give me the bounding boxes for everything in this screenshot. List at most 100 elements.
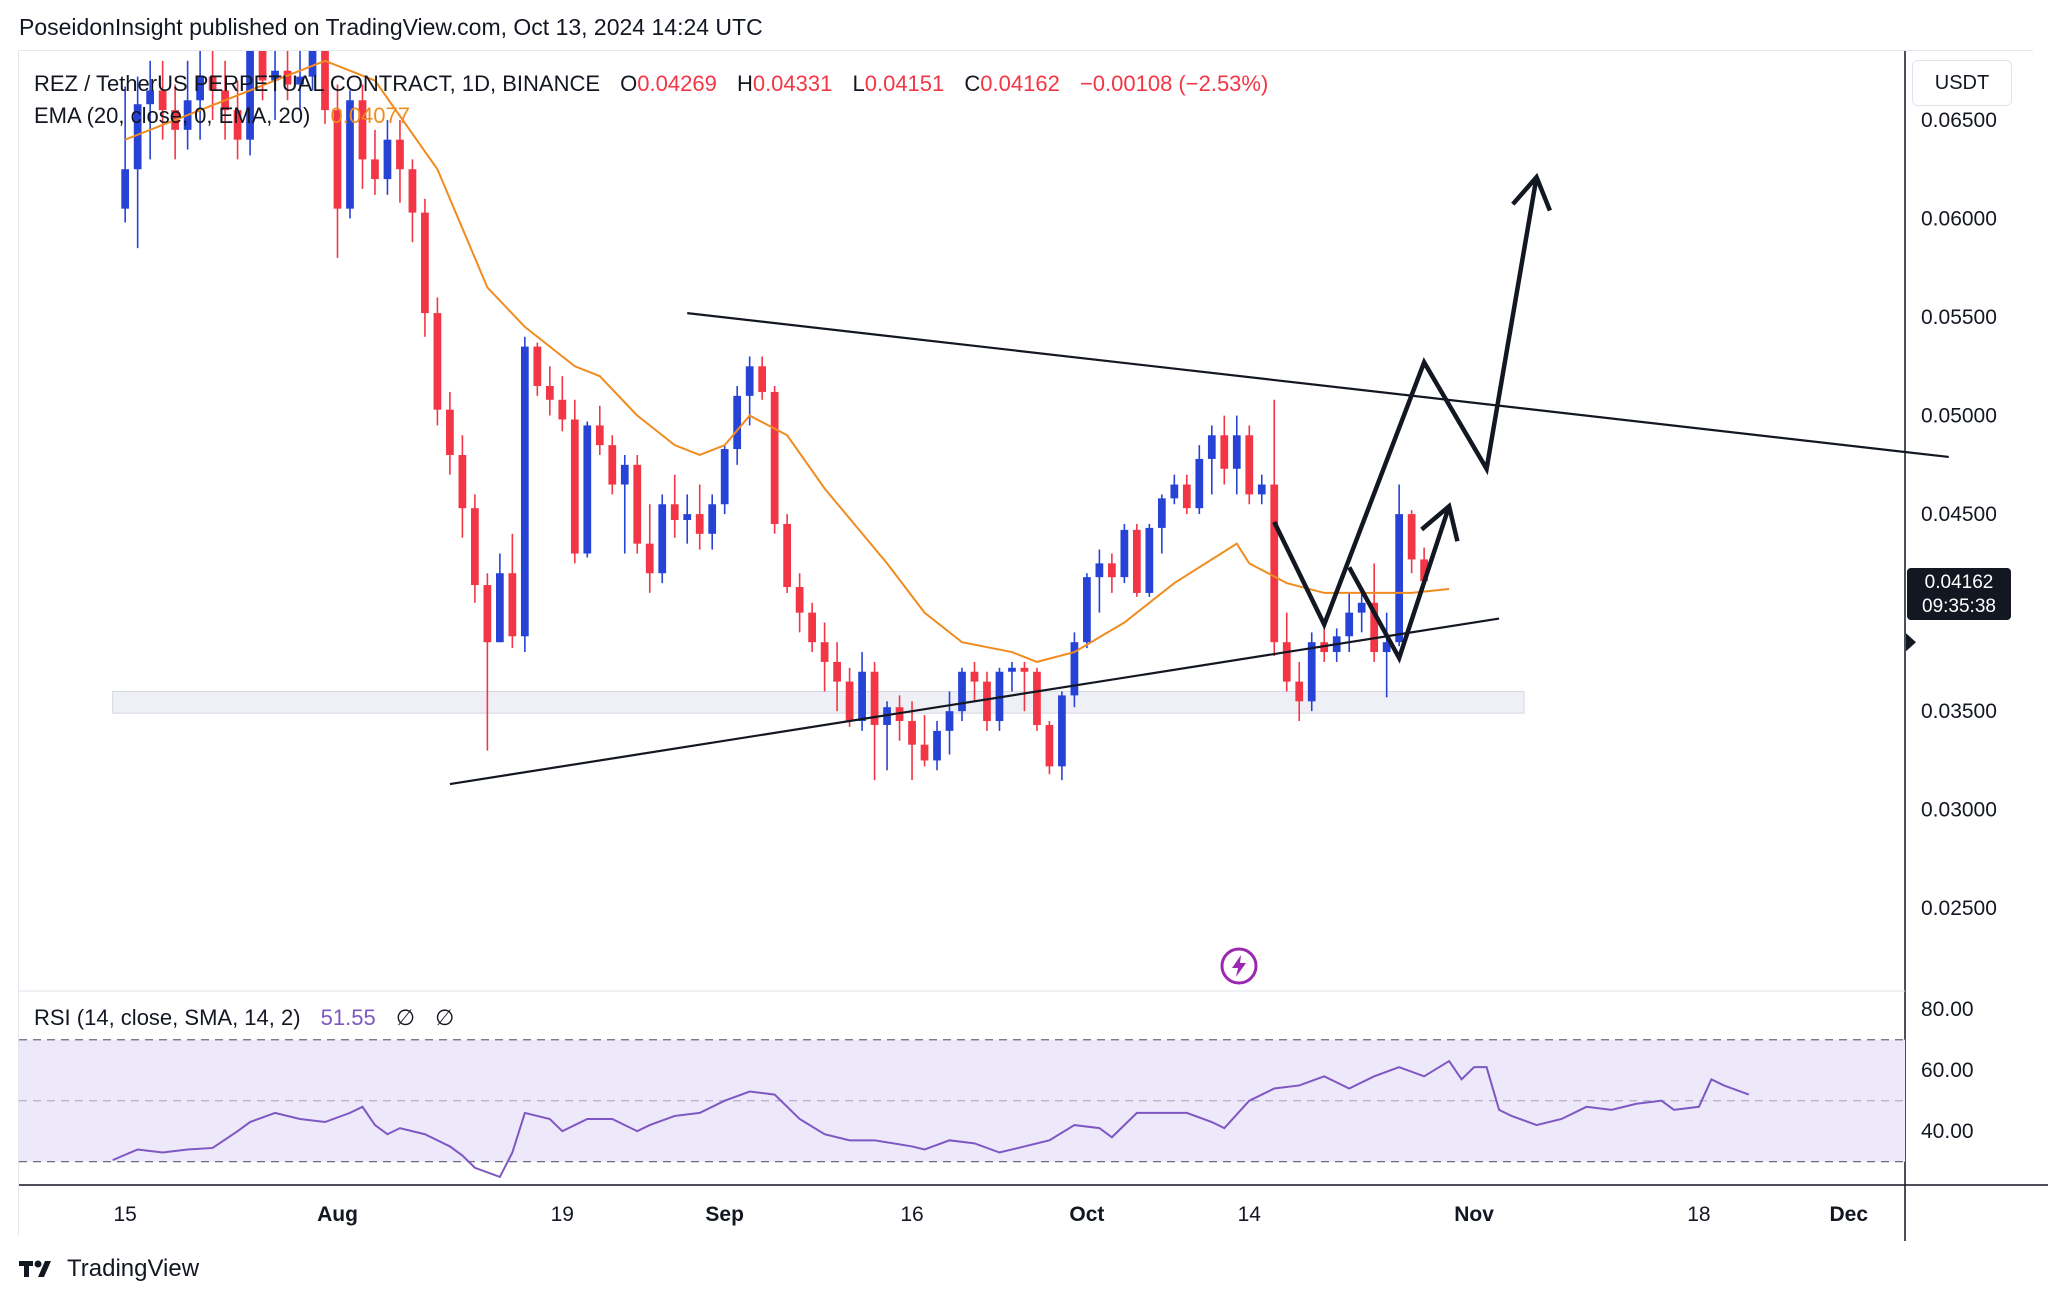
price-tick-label: 0.04500 bbox=[1921, 503, 1997, 526]
candle-body bbox=[1407, 514, 1416, 560]
close-label: C bbox=[964, 71, 981, 96]
candle-body bbox=[1182, 484, 1191, 509]
candle-body bbox=[608, 445, 617, 485]
price-tick-label: 0.06500 bbox=[1921, 109, 1997, 132]
candle-body bbox=[683, 514, 692, 521]
projection-arrow-head bbox=[1511, 172, 1552, 212]
candle-body bbox=[121, 169, 130, 209]
last-price: 0.04162 bbox=[1924, 572, 1994, 593]
price-tick-label: 0.03500 bbox=[1921, 700, 1997, 723]
rsi-line bbox=[112, 1059, 1750, 1179]
candle-body bbox=[1220, 435, 1229, 469]
price-chart[interactable]: 0.06500 0.06000 0.05500 0.05000 0.04500 0.035… bbox=[19, 51, 2048, 1241]
axes-layer: 0.06500 0.06000 0.05500 0.05000 0.04500 0.035… bbox=[19, 51, 2048, 1241]
rsi-tick-label: 40.00 bbox=[1921, 1120, 1974, 1143]
candle-body bbox=[1033, 671, 1041, 725]
candle-body bbox=[595, 425, 604, 446]
ohlc-row: REZ / TetherUS PERPETUAL CONTRACT, 1D, B… bbox=[34, 68, 1268, 100]
candle-body bbox=[1232, 435, 1241, 469]
candle-body bbox=[1083, 577, 1091, 643]
candle-body bbox=[795, 587, 804, 613]
candle-body bbox=[483, 585, 492, 643]
tradingview-brand: TradingView bbox=[67, 1255, 200, 1282]
candle-body bbox=[1282, 642, 1291, 682]
ema-layer bbox=[124, 59, 1450, 663]
candle-body bbox=[645, 543, 654, 574]
candle-body bbox=[196, 76, 204, 101]
candle-body bbox=[495, 573, 504, 643]
candle-body bbox=[296, 76, 304, 85]
tradingview-footer[interactable]: TradingView bbox=[19, 1254, 199, 1284]
candle-body bbox=[808, 612, 816, 643]
candle-body bbox=[1108, 563, 1116, 578]
rsi-tick-label: 60.00 bbox=[1921, 1059, 1974, 1082]
publisher-header: PoseidonInsight published on TradingView… bbox=[19, 14, 763, 40]
candle-body bbox=[708, 504, 717, 534]
rsi-legend: RSI (14, close, SMA, 14, 2) 51.55 ∅ ∅ bbox=[34, 1005, 454, 1031]
candle-body bbox=[983, 681, 991, 722]
low-value: 0.04151 bbox=[864, 71, 945, 96]
candle-body bbox=[471, 508, 479, 586]
candle-body bbox=[558, 399, 567, 420]
candle-body bbox=[570, 419, 579, 554]
projection-arrow-alt bbox=[1347, 505, 1452, 664]
currency-button[interactable]: USDT bbox=[1912, 60, 2012, 106]
ema-row: EMA (20, close, 0, EMA, 20) 0.04077 bbox=[34, 100, 1268, 132]
candle-body bbox=[620, 464, 629, 485]
candle-body bbox=[346, 100, 354, 209]
candle-body bbox=[1295, 681, 1304, 702]
candle-body bbox=[446, 409, 454, 455]
candle-body bbox=[870, 671, 879, 725]
candle-body bbox=[158, 90, 167, 111]
candle-body bbox=[1307, 642, 1316, 702]
candle-body bbox=[945, 711, 954, 731]
candle-body bbox=[396, 139, 404, 170]
candle-body bbox=[1370, 602, 1379, 653]
close-value: 0.04162 bbox=[980, 71, 1060, 96]
candle-body bbox=[633, 464, 642, 544]
high-value: 0.04331 bbox=[752, 71, 833, 96]
time-tick-label: 14 bbox=[1238, 1203, 1262, 1226]
candle-body bbox=[321, 51, 329, 111]
support-zone-layer bbox=[112, 690, 1525, 714]
time-tick-label: 18 bbox=[1687, 1203, 1710, 1226]
support-zone bbox=[112, 690, 1525, 714]
rsi-value: 51.55 bbox=[320, 1005, 376, 1030]
candles-layer bbox=[121, 51, 1429, 781]
candle-body bbox=[308, 51, 317, 77]
candle-body bbox=[670, 504, 679, 521]
chart-frame: 0.06500 0.06000 0.05500 0.05000 0.04500 0.035… bbox=[18, 50, 2048, 1241]
candle-body bbox=[1070, 642, 1079, 696]
ema-line bbox=[124, 59, 1450, 663]
scroll-marker-icon bbox=[1906, 633, 1916, 652]
time-tick-label: Sep bbox=[705, 1203, 744, 1226]
projection-arrow bbox=[1272, 176, 1539, 631]
candle-body bbox=[208, 76, 217, 91]
candle-body bbox=[146, 90, 155, 105]
candle-body bbox=[1195, 458, 1204, 509]
candle-body bbox=[1145, 527, 1154, 593]
candle-body bbox=[820, 642, 829, 662]
candle-body bbox=[333, 110, 342, 209]
ascending-trend-line bbox=[449, 617, 1500, 786]
candle-body bbox=[1095, 563, 1104, 578]
lightning-bolt-icon[interactable] bbox=[1219, 946, 1259, 986]
candle-body bbox=[271, 70, 279, 81]
candle-body bbox=[695, 514, 704, 534]
change-value: −0.00108 (−2.53%) bbox=[1079, 71, 1269, 96]
candle-body bbox=[958, 671, 966, 712]
last-price-tag: 0.04162 09:35:38 bbox=[1907, 568, 2011, 620]
candle-body bbox=[720, 449, 729, 505]
candle-body bbox=[920, 744, 929, 761]
candle-body bbox=[745, 366, 754, 396]
price-tick-label: 0.03000 bbox=[1921, 799, 1997, 822]
tradingview-logo-icon bbox=[19, 1260, 51, 1277]
candle-body bbox=[908, 721, 916, 745]
ema-value: 0.04077 bbox=[330, 103, 410, 128]
candle-body bbox=[458, 454, 467, 509]
candle-body bbox=[1382, 642, 1391, 653]
candle-body bbox=[408, 169, 417, 213]
candle-body bbox=[1257, 484, 1266, 495]
ema-label: EMA (20, close, 0, EMA, 20) bbox=[34, 103, 311, 128]
drawings-layer bbox=[449, 172, 1949, 786]
